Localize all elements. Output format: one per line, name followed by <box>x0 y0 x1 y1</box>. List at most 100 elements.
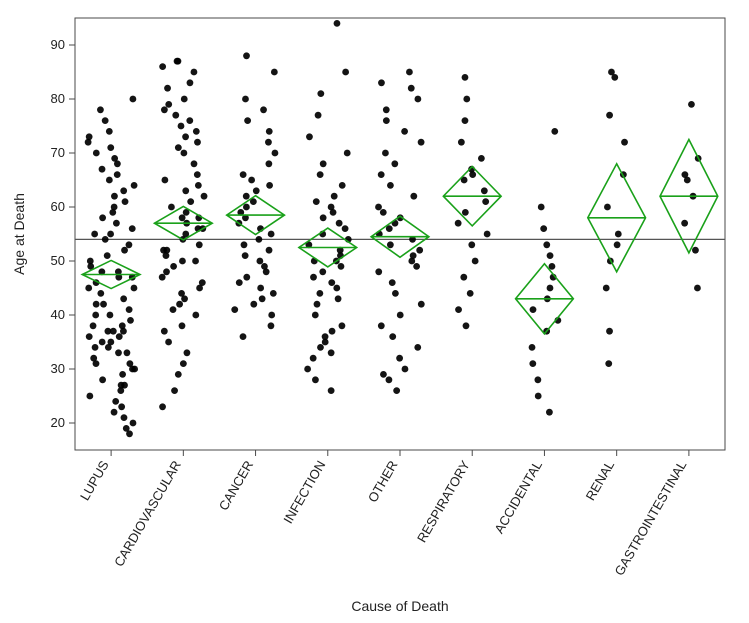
data-point <box>396 355 403 362</box>
data-point <box>467 290 474 297</box>
data-point <box>481 187 488 194</box>
data-point <box>111 193 118 200</box>
data-point <box>180 360 187 367</box>
data-point <box>614 241 621 248</box>
data-point <box>463 322 470 329</box>
data-point <box>603 285 610 292</box>
data-point <box>529 344 536 351</box>
data-point <box>131 285 138 292</box>
data-point <box>187 79 194 86</box>
y-tick-label: 20 <box>51 415 65 430</box>
data-point <box>182 133 189 140</box>
data-point <box>240 171 247 178</box>
data-point <box>126 360 133 367</box>
data-point <box>375 204 382 211</box>
data-point <box>87 258 94 265</box>
data-point <box>107 231 114 238</box>
data-point <box>478 155 485 162</box>
data-point <box>121 247 128 254</box>
data-point <box>179 258 186 265</box>
data-point <box>606 112 613 119</box>
data-point <box>397 312 404 319</box>
y-tick-label: 90 <box>51 37 65 52</box>
data-point <box>248 177 255 184</box>
data-point <box>171 387 178 394</box>
data-point <box>268 312 275 319</box>
y-tick-label: 30 <box>51 361 65 376</box>
data-point <box>159 403 166 410</box>
data-point <box>342 69 349 76</box>
data-point <box>266 182 273 189</box>
data-point <box>615 231 622 238</box>
data-point <box>250 301 257 308</box>
data-point <box>102 117 109 124</box>
data-point <box>115 349 122 356</box>
data-point <box>608 69 615 76</box>
data-point <box>123 425 130 432</box>
data-point <box>416 247 423 254</box>
data-point <box>383 117 390 124</box>
data-point <box>242 96 249 103</box>
data-point <box>105 328 112 335</box>
data-point <box>261 263 268 270</box>
data-point <box>131 366 138 373</box>
data-point <box>184 349 191 356</box>
data-point <box>176 301 183 308</box>
data-point <box>231 306 238 313</box>
data-point <box>114 171 121 178</box>
data-point <box>304 366 311 373</box>
data-point <box>193 128 200 135</box>
data-point <box>191 160 198 167</box>
data-point <box>455 306 462 313</box>
data-point <box>688 101 695 108</box>
data-point <box>175 371 182 378</box>
data-point <box>270 290 277 297</box>
data-point <box>256 258 263 265</box>
data-point <box>164 85 171 92</box>
data-point <box>328 204 335 211</box>
data-point <box>463 96 470 103</box>
data-point <box>468 241 475 248</box>
data-point <box>406 69 413 76</box>
data-point <box>414 96 421 103</box>
data-point <box>455 220 462 227</box>
data-point <box>320 214 327 221</box>
data-point <box>344 150 351 157</box>
data-point <box>333 285 340 292</box>
data-point <box>107 144 114 151</box>
data-point <box>268 231 275 238</box>
data-point <box>86 393 93 400</box>
data-point <box>111 409 118 416</box>
data-point <box>375 268 382 275</box>
chart-container: 2030405060708090Age at DeathLUPUSCARDIOV… <box>0 0 749 623</box>
data-point <box>131 182 138 189</box>
data-point <box>408 85 415 92</box>
data-point <box>199 279 206 286</box>
data-point <box>163 268 170 275</box>
data-point <box>242 252 249 259</box>
data-point <box>482 198 489 205</box>
data-point <box>97 106 104 113</box>
data-point <box>180 150 187 157</box>
data-point <box>102 236 109 243</box>
data-point <box>187 198 194 205</box>
data-point <box>551 128 558 135</box>
data-point <box>271 69 278 76</box>
data-point <box>161 328 168 335</box>
data-point <box>192 312 199 319</box>
data-point <box>186 117 193 124</box>
data-point <box>604 204 611 211</box>
data-point <box>266 247 273 254</box>
data-point <box>160 247 167 254</box>
data-point <box>692 247 699 254</box>
data-point <box>124 349 131 356</box>
data-point <box>538 204 545 211</box>
data-point <box>175 144 182 151</box>
data-point <box>543 241 550 248</box>
data-point <box>392 290 399 297</box>
data-point <box>389 279 396 286</box>
data-point <box>328 279 335 286</box>
data-point <box>118 382 125 389</box>
data-point <box>315 112 322 119</box>
data-point <box>92 312 99 319</box>
